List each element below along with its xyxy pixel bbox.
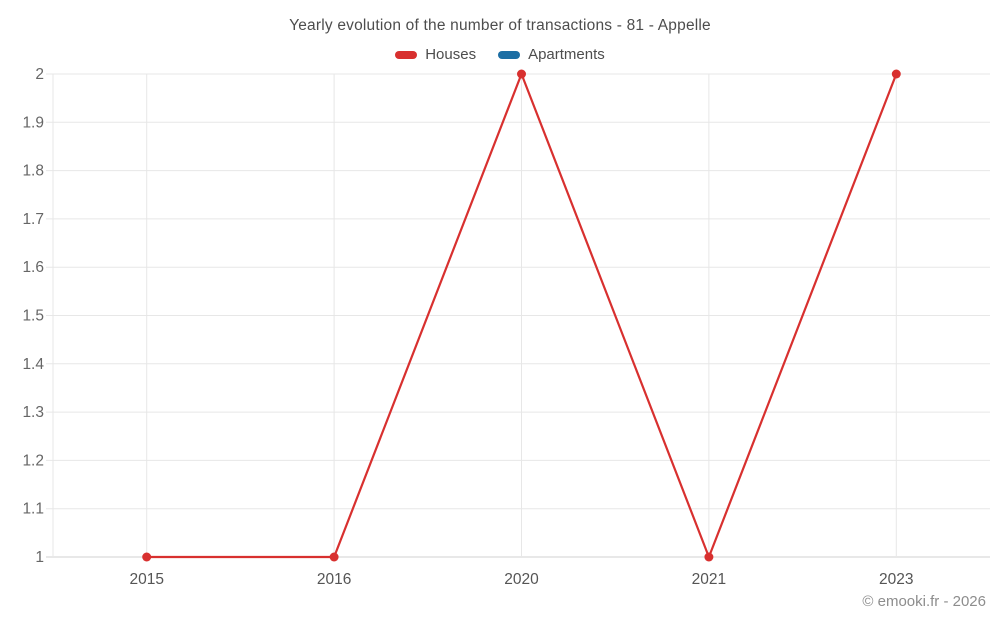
- x-axis-tick-label: 2023: [879, 571, 913, 588]
- x-axis-tick-label: 2020: [504, 571, 539, 588]
- x-axis-tick-label: 2016: [317, 571, 351, 588]
- chart-title: Yearly evolution of the number of transa…: [289, 17, 711, 34]
- y-axis-tick-label: 1.9: [22, 114, 44, 131]
- houses-point-2023[interactable]: [891, 69, 901, 79]
- houses-point-2015[interactable]: [142, 552, 152, 562]
- legend-item-houses[interactable]: Houses: [395, 46, 476, 63]
- chart-legend: Houses Apartments: [0, 46, 1000, 63]
- y-axis-tick-label: 1.5: [22, 308, 44, 325]
- y-axis-tick-label: 1.1: [22, 501, 44, 518]
- apartments-legend-label: Apartments: [528, 46, 605, 63]
- houses-point-2020[interactable]: [517, 69, 526, 79]
- y-axis-tick-label: 1.8: [22, 163, 44, 180]
- houses-legend-swatch: [395, 50, 418, 59]
- houses-legend-label: Houses: [425, 46, 477, 63]
- houses-point-2021[interactable]: [704, 552, 714, 562]
- y-axis-tick-label: 1.6: [22, 259, 44, 276]
- y-axis-tick-label: 1.7: [22, 211, 44, 228]
- y-axis-tick-label: 2: [35, 66, 44, 83]
- footer-credit: © emooki.fr - 2026: [862, 593, 986, 610]
- x-axis-tick-label: 2021: [692, 571, 726, 588]
- y-axis-tick-label: 1.2: [22, 452, 44, 469]
- x-axis-tick-label: 2015: [129, 571, 163, 588]
- houses-point-2016[interactable]: [329, 552, 339, 562]
- y-axis-tick-label: 1: [35, 549, 44, 566]
- apartments-legend-swatch: [498, 50, 521, 59]
- legend-item-apartments[interactable]: Apartments: [498, 46, 605, 63]
- y-axis-tick-label: 1.3: [22, 404, 44, 421]
- y-axis-tick-label: 1.4: [22, 356, 44, 373]
